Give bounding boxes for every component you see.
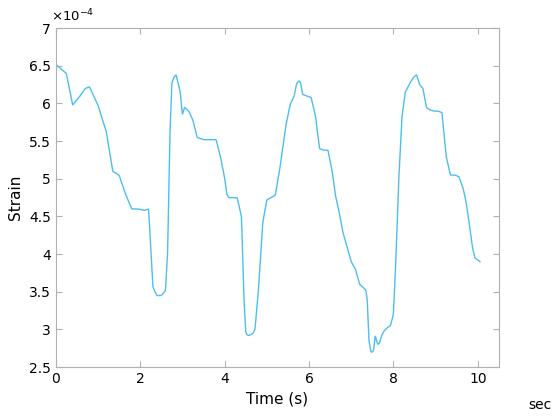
Text: $\times10^{-4}$: $\times10^{-4}$ bbox=[52, 8, 95, 25]
Text: sec: sec bbox=[529, 398, 552, 412]
X-axis label: Time (s): Time (s) bbox=[246, 391, 309, 407]
Y-axis label: Strain: Strain bbox=[8, 175, 24, 220]
